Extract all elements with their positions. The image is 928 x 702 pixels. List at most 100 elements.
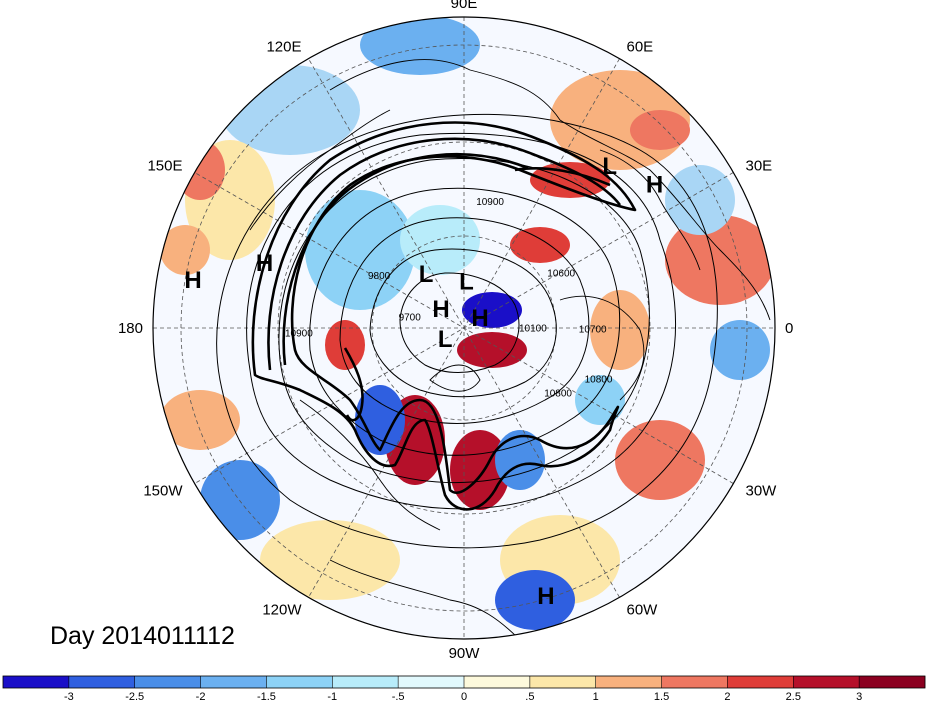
anomaly-blob <box>457 332 527 368</box>
colorbar-tick-label: -1 <box>327 691 337 702</box>
contour-label: 9800 <box>368 271 391 282</box>
anomaly-blob <box>665 165 735 235</box>
contour-label: 10600 <box>547 268 575 279</box>
longitude-label: 120E <box>266 39 301 56</box>
colorbar-swatch <box>793 676 860 688</box>
graticule <box>153 17 775 639</box>
high-pressure-marker: H <box>432 296 449 323</box>
anomaly-blob <box>325 320 365 370</box>
anomaly-blob <box>160 225 210 275</box>
meridian <box>308 58 620 598</box>
anomaly-blob <box>462 292 522 328</box>
colorbar-tick-label: -2.5 <box>125 691 144 702</box>
colorbar-swatch <box>661 676 728 688</box>
coastline <box>249 109 391 231</box>
longitude-label: 180 <box>118 320 143 337</box>
high-pressure-marker: H <box>646 171 663 198</box>
anomaly-blob <box>305 190 415 310</box>
colorbar-tick-label: 3 <box>856 691 862 702</box>
contour-label: 9700 <box>399 312 422 323</box>
longitude-label: 150E <box>147 158 182 175</box>
contour-label: 10900 <box>476 197 504 208</box>
anomaly-blob <box>615 420 705 500</box>
low-pressure-marker: L <box>438 326 453 353</box>
contour-labels: 10900 9800 9700 10900 10100 10600 10700 10800 10… <box>285 197 613 399</box>
colorbar-swatch <box>595 676 662 688</box>
longitude-label: 60W <box>627 602 659 619</box>
colorbar-tick-label: 1.5 <box>654 691 669 702</box>
longitude-label: 30W <box>746 483 778 500</box>
colorbar-tick-label: 0 <box>461 691 467 702</box>
anomaly-blob <box>630 110 690 150</box>
colorbar-tick-label: 2.5 <box>786 691 801 702</box>
longitude-labels: 90E 60E 30E 0 30W 60W 90W 120W 150W 180 150E 120E <box>118 0 793 662</box>
contour-label: 10700 <box>579 325 607 336</box>
anomaly-blob <box>220 65 360 155</box>
contour-line <box>309 187 621 456</box>
high-pressure-marker: H <box>184 267 201 294</box>
colorbar-swatch <box>200 676 267 688</box>
colorbar-tick-label: 2 <box>724 691 730 702</box>
contour-label: 10100 <box>519 324 547 335</box>
longitude-label: 0 <box>785 320 793 337</box>
contour-line <box>251 121 637 511</box>
longitude-label: 90W <box>449 645 481 662</box>
anomaly-blob <box>175 140 225 200</box>
anomaly-blob <box>160 390 240 450</box>
low-pressure-marker: L <box>459 269 474 296</box>
coastlines <box>249 59 771 639</box>
coastline <box>329 59 771 321</box>
anomaly-blob <box>200 460 280 540</box>
contour-line <box>369 248 557 398</box>
colorbar: -3 -2.5 -2 -1.5 -1 -.5 0 .5 1 1.5 2 2.5 3 <box>2 675 926 702</box>
low-pressure-marker: L <box>419 261 434 288</box>
colorbar-swatch <box>464 676 531 688</box>
colorbar-swatch <box>266 676 333 688</box>
contour-line <box>514 167 611 187</box>
colorbar-tick-label: -1.5 <box>257 691 276 702</box>
map-disk: 10900 9800 9700 10900 10100 10600 10700 10800 10… <box>153 17 775 639</box>
high-pressure-marker: H <box>537 583 554 610</box>
map-border <box>152 16 776 640</box>
anomaly-blob <box>530 162 610 198</box>
colorbar-swatch <box>727 676 794 688</box>
colorbar-swatch <box>332 676 399 688</box>
coastline <box>329 559 521 639</box>
high-pressure-marker: H <box>471 305 488 332</box>
contour-line <box>282 152 529 366</box>
anomaly-blob <box>590 290 650 370</box>
colorbar-tick-label: -2 <box>196 691 206 702</box>
colorbar-tick-label: 1 <box>593 691 599 702</box>
colorbar-swatch <box>134 676 201 688</box>
contour-line <box>343 347 364 422</box>
contour-line <box>278 157 650 484</box>
anomaly-blob <box>400 205 480 275</box>
anomaly-blob <box>495 570 575 630</box>
colorbar-swatch <box>68 676 136 688</box>
anomaly-shading <box>160 17 775 630</box>
colorbar-tick-label: -3 <box>64 691 74 702</box>
contour-label: 10800 <box>585 374 613 385</box>
longitude-label: 150W <box>143 483 183 500</box>
anomaly-blob <box>510 227 570 263</box>
contour-label: 10900 <box>285 329 313 340</box>
contour-line <box>339 217 590 424</box>
longitude-label: 60E <box>627 39 654 56</box>
jet-contours <box>251 121 637 511</box>
low-pressure-marker: L <box>602 153 617 180</box>
colorbar-swatch <box>3 676 70 688</box>
colorbar-swatch <box>529 676 597 688</box>
longitude-label: 30E <box>746 158 773 175</box>
contour-label: 10800 <box>544 388 572 399</box>
anomaly-blob <box>575 375 625 425</box>
high-pressure-marker: H <box>256 250 273 277</box>
colorbar-tick-label: .5 <box>525 691 534 702</box>
longitude-label: 120W <box>262 602 302 619</box>
coastline <box>429 364 481 392</box>
longitude-label: 90E <box>451 0 478 12</box>
contour-line <box>246 132 676 510</box>
anomaly-blob <box>355 385 405 455</box>
coastline <box>559 295 645 401</box>
